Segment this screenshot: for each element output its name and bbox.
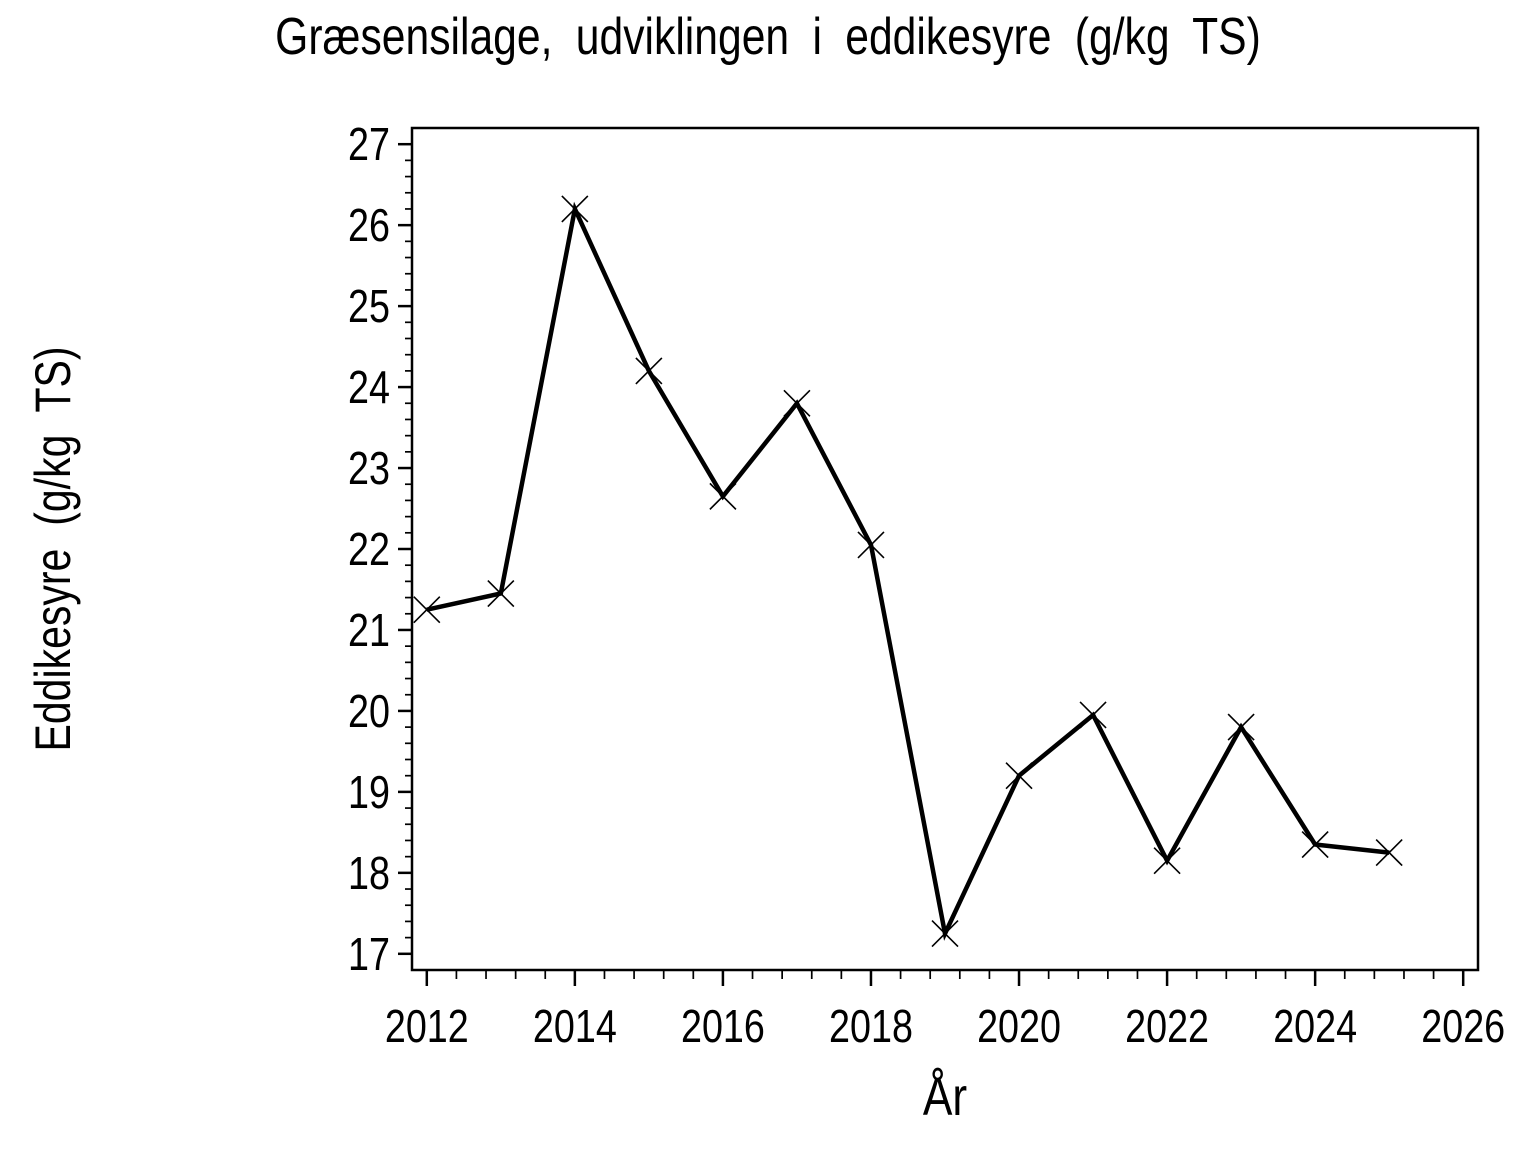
x-axis-title-container: År (412, 1066, 1478, 1128)
x-tick-label: 2026 (1421, 1000, 1505, 1051)
y-tick-label: 23 (348, 442, 390, 493)
data-point-marker (709, 482, 737, 510)
x-tick-label: 2024 (1273, 1000, 1357, 1051)
y-tick-label: 27 (348, 119, 390, 170)
y-tick-label: 20 (348, 685, 390, 736)
data-point-marker (931, 920, 959, 948)
data-point-marker (857, 531, 885, 559)
x-axis-title: År (922, 1067, 968, 1127)
y-tick-label: 19 (348, 766, 390, 817)
x-tick-label: 2022 (1125, 1000, 1209, 1051)
y-tick-label: 18 (348, 847, 390, 898)
data-point-marker (1079, 701, 1107, 729)
y-tick-label: 22 (348, 523, 390, 574)
data-point-marker (1301, 830, 1329, 859)
x-tick-label: 2020 (977, 1000, 1061, 1051)
y-tick-label: 21 (348, 604, 390, 655)
x-tick-label: 2012 (385, 1000, 469, 1051)
x-tick-label: 2016 (681, 1000, 765, 1051)
y-tick-label: 26 (348, 200, 390, 251)
data-point-marker (487, 579, 515, 608)
y-tick-label: 17 (348, 928, 390, 979)
data-point-marker (561, 195, 589, 223)
x-tick-label: 2018 (829, 1000, 913, 1051)
data-point-marker (783, 389, 811, 417)
data-point-marker (413, 596, 441, 624)
data-point-marker (1153, 847, 1181, 875)
data-point-marker (1005, 762, 1033, 790)
data-point-marker (1375, 839, 1403, 867)
y-tick-label: 24 (348, 362, 390, 413)
chart-title: Græsensilage, udviklingen i eddikesyre (… (275, 8, 1261, 66)
y-tick-label: 25 (348, 281, 390, 332)
data-point-marker (1227, 713, 1255, 741)
data-point-marker (635, 357, 663, 385)
series-line (426, 201, 1390, 941)
x-tick-label: 2014 (533, 1000, 617, 1051)
